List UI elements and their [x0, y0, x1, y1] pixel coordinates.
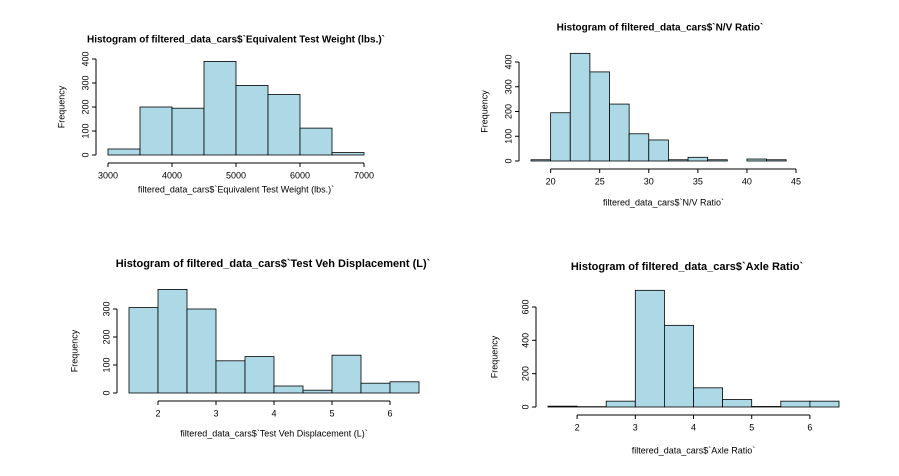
x-tick-label: 4 — [271, 408, 276, 418]
y-tick-label: 0 — [520, 404, 530, 409]
bar — [244, 356, 275, 394]
y-axis-label: Frequency — [69, 329, 79, 372]
x-tick-label: 25 — [595, 176, 605, 186]
bar — [186, 308, 217, 394]
y-tick-label: 0 — [80, 152, 90, 157]
bar — [139, 106, 173, 156]
bar — [235, 85, 269, 156]
bar — [609, 103, 630, 162]
bar — [628, 133, 650, 162]
x-tick-label: 6 — [387, 408, 392, 418]
y-axis-label: Frequency — [489, 335, 499, 378]
x-axis-label: filtered_data_cars$`Axle Ratio` — [632, 445, 756, 455]
x-tick-label: 5 — [749, 422, 754, 432]
y-tick-label: 400 — [503, 54, 513, 69]
bar — [331, 354, 362, 394]
bar — [569, 52, 591, 162]
bar — [215, 360, 246, 394]
x-tick-label: 2 — [575, 422, 580, 432]
x-tick-label: 4000 — [162, 170, 182, 180]
y-tick-label: 300 — [503, 79, 513, 94]
bar — [746, 158, 767, 162]
x-axis-label: filtered_data_cars$`Equivalent Test Weig… — [138, 184, 334, 194]
bar — [273, 385, 304, 394]
y-tick-label: 0 — [503, 158, 513, 163]
x-tick-label: 6000 — [290, 170, 310, 180]
bar — [547, 405, 578, 408]
bar — [687, 156, 709, 162]
x-tick-label: 2 — [155, 408, 160, 418]
y-tick-label: 600 — [520, 299, 530, 314]
y-tick-label: 200 — [520, 366, 530, 381]
bar — [171, 107, 205, 156]
bar — [550, 112, 571, 162]
bar — [589, 71, 610, 162]
bar — [267, 94, 301, 156]
bar — [605, 400, 636, 408]
bar — [331, 152, 365, 156]
bar — [722, 399, 753, 408]
x-tick-label: 35 — [693, 176, 703, 186]
chart-title: Histogram of filtered_data_cars$`Axle Ra… — [571, 261, 804, 273]
x-axis-label: filtered_data_cars$`N/V Ratio` — [603, 197, 724, 207]
x-tick-label: 4 — [691, 422, 696, 432]
bar — [751, 406, 782, 408]
x-tick-label: 5000 — [226, 170, 246, 180]
y-tick-label: 300 — [80, 75, 90, 90]
y-tick-label: 0 — [101, 390, 111, 395]
chart-title: Histogram of filtered_data_cars$`Equival… — [87, 35, 385, 46]
bar — [707, 159, 728, 162]
x-tick-label: 5 — [329, 408, 334, 418]
bar — [530, 159, 552, 162]
bar — [389, 381, 420, 394]
bar — [766, 159, 787, 162]
bar — [648, 139, 669, 162]
chart-title: Histogram of filtered_data_cars$`Test Ve… — [116, 258, 431, 270]
bar — [780, 400, 811, 408]
y-tick-label: 200 — [503, 104, 513, 119]
bar — [107, 148, 141, 156]
x-tick-label: 6 — [807, 422, 812, 432]
y-tick-label: 100 — [101, 357, 111, 372]
chart-title: Histogram of filtered_data_cars$`N/V Rat… — [557, 23, 764, 34]
bar — [360, 382, 391, 394]
y-tick-label: 100 — [80, 123, 90, 138]
bar — [157, 288, 188, 394]
bar — [302, 389, 333, 394]
y-tick-label: 400 — [520, 333, 530, 348]
x-tick-label: 20 — [546, 176, 556, 186]
y-axis-label: Frequency — [56, 85, 66, 128]
y-tick-label: 400 — [80, 51, 90, 66]
x-tick-label: 3 — [213, 408, 218, 418]
x-tick-label: 30 — [644, 176, 654, 186]
x-tick-label: 7000 — [354, 170, 374, 180]
bar — [128, 307, 159, 394]
y-tick-label: 200 — [80, 99, 90, 114]
y-tick-label: 300 — [101, 301, 111, 316]
x-tick-label: 45 — [791, 176, 801, 186]
bar — [809, 400, 840, 408]
bar — [668, 159, 689, 162]
x-tick-label: 3000 — [98, 170, 118, 180]
bar — [299, 127, 333, 156]
y-tick-label: 100 — [503, 129, 513, 144]
y-axis-label: Frequency — [479, 90, 489, 133]
y-tick-label: 200 — [101, 329, 111, 344]
bar — [203, 61, 237, 156]
x-axis-label: filtered_data_cars$`Test Veh Displacemen… — [180, 428, 368, 438]
x-tick-label: 3 — [633, 422, 638, 432]
bar — [634, 289, 665, 408]
bar — [693, 387, 724, 408]
x-tick-label: 40 — [742, 176, 752, 186]
bar — [664, 324, 694, 408]
